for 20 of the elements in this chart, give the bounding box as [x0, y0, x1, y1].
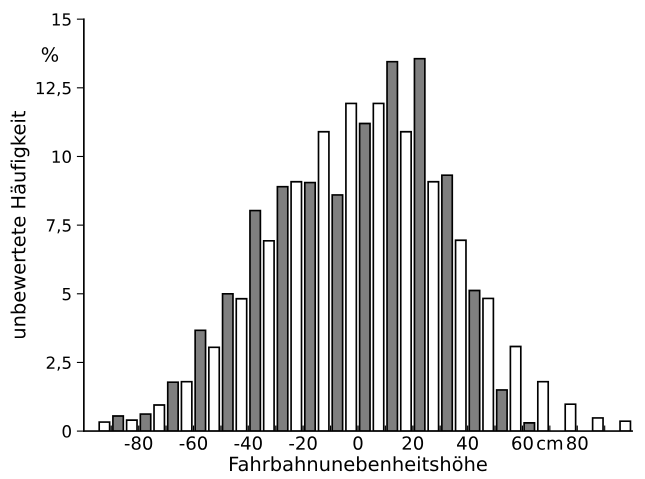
x-tick-label: 80 [567, 436, 588, 450]
x-tick-label: 0 [353, 436, 363, 450]
y-tick-label: 7,5 [46, 219, 71, 234]
x-tick-label: 60 [512, 436, 533, 450]
x-axis-title: Fahrbahnunebenheitshöhe [230, 456, 487, 472]
y-axis-title: unbewertete Häufigkeit [10, 111, 30, 338]
y-tick-label: 2,5 [46, 356, 71, 371]
y-tick-label: 5 [62, 288, 71, 300]
y-tick-label: 0 [62, 425, 71, 438]
x-tick-label: -40 [234, 436, 262, 450]
y-tick-label: 12,5 [36, 82, 71, 96]
x-tick-label: -20 [289, 436, 317, 450]
x-tick-label: -80 [124, 436, 152, 450]
x-tick-label: 20 [402, 436, 424, 450]
x-tick-label: cm [537, 440, 562, 450]
x-tick-label: -60 [180, 436, 208, 450]
y-tick-label: 15 [52, 13, 71, 26]
text: % [42, 47, 58, 62]
x-tick-label: 40 [457, 436, 478, 450]
y-tick-label: 10 [52, 150, 71, 164]
